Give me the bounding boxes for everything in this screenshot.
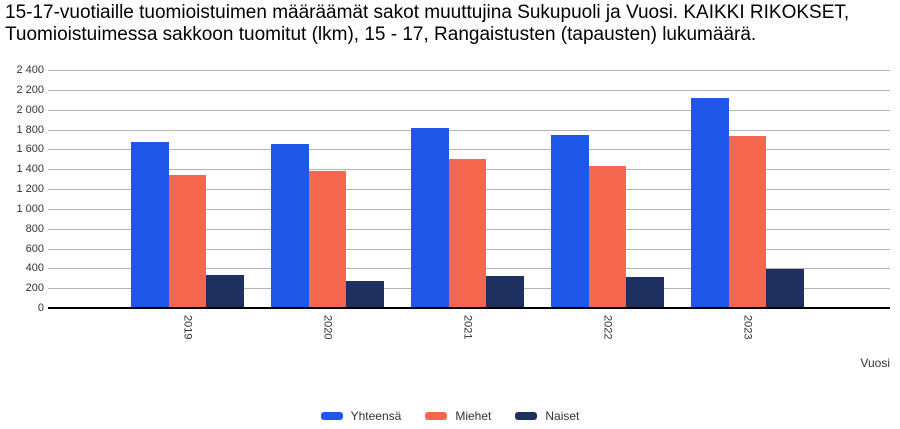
legend-swatch (515, 412, 538, 420)
bar-yhteensä-2021[interactable] (411, 127, 449, 308)
bar-naiset-2019[interactable] (206, 275, 244, 308)
y-tick-label: 1 600 (16, 143, 44, 155)
y-tick-label: 1 800 (16, 124, 44, 136)
y-tick-label: 800 (25, 223, 44, 235)
y-tick-label: 600 (25, 243, 44, 255)
bar-miehet-2022[interactable] (588, 166, 626, 308)
x-axis-title: Vuosi (860, 356, 890, 370)
bar-naiset-2021[interactable] (486, 276, 524, 308)
legend-swatch (320, 412, 343, 420)
bar-miehet-2023[interactable] (728, 136, 766, 308)
y-tick-label: 1 000 (16, 203, 44, 215)
x-tick-label: 2019 (181, 315, 194, 340)
x-tick-label: 2020 (321, 315, 334, 340)
y-tick-label: 1 400 (16, 163, 44, 175)
bar-naiset-2023[interactable] (766, 269, 804, 308)
legend-item-miehet[interactable]: Miehet (425, 409, 491, 423)
bar-miehet-2019[interactable] (168, 175, 206, 308)
y-tick-label: 2 400 (16, 64, 44, 76)
x-tick-label: 2022 (601, 315, 614, 340)
y-tick-label: 200 (25, 282, 44, 294)
legend-label: Naiset (545, 409, 580, 423)
x-tick-label: 2023 (741, 315, 754, 340)
legend-label: Miehet (455, 409, 492, 423)
x-tick-label: 2021 (461, 315, 474, 340)
legend: Yhteensä Miehet Naiset (0, 409, 900, 423)
bar-miehet-2020[interactable] (308, 171, 346, 308)
bar-naiset-2020[interactable] (346, 281, 384, 308)
bar-yhteensä-2022[interactable] (551, 135, 589, 308)
legend-item-naiset[interactable]: Naiset (515, 409, 579, 423)
bar-naiset-2022[interactable] (626, 277, 664, 308)
gridline (48, 70, 890, 71)
y-tick-label: 2 000 (16, 104, 44, 116)
y-tick-label: 2 200 (16, 84, 44, 96)
legend-label: Yhteensä (350, 409, 402, 423)
gridline (48, 130, 890, 131)
bar-miehet-2021[interactable] (448, 159, 486, 308)
y-tick-label: 1 200 (16, 183, 44, 195)
gridline (48, 110, 890, 111)
y-tick-label: 400 (25, 262, 44, 274)
bar-yhteensä-2023[interactable] (691, 97, 729, 308)
y-tick-label: 0 (37, 302, 44, 314)
gridline (48, 149, 890, 150)
legend-swatch (425, 412, 448, 420)
gridline (48, 90, 890, 91)
bar-yhteensä-2020[interactable] (271, 144, 309, 308)
chart-title: 15-17-vuotiaille tuomioistuimen määräämä… (5, 2, 850, 45)
legend-item-yhteensä[interactable]: Yhteensä (320, 409, 402, 423)
bar-yhteensä-2019[interactable] (131, 142, 169, 308)
x-axis-line (48, 307, 890, 309)
